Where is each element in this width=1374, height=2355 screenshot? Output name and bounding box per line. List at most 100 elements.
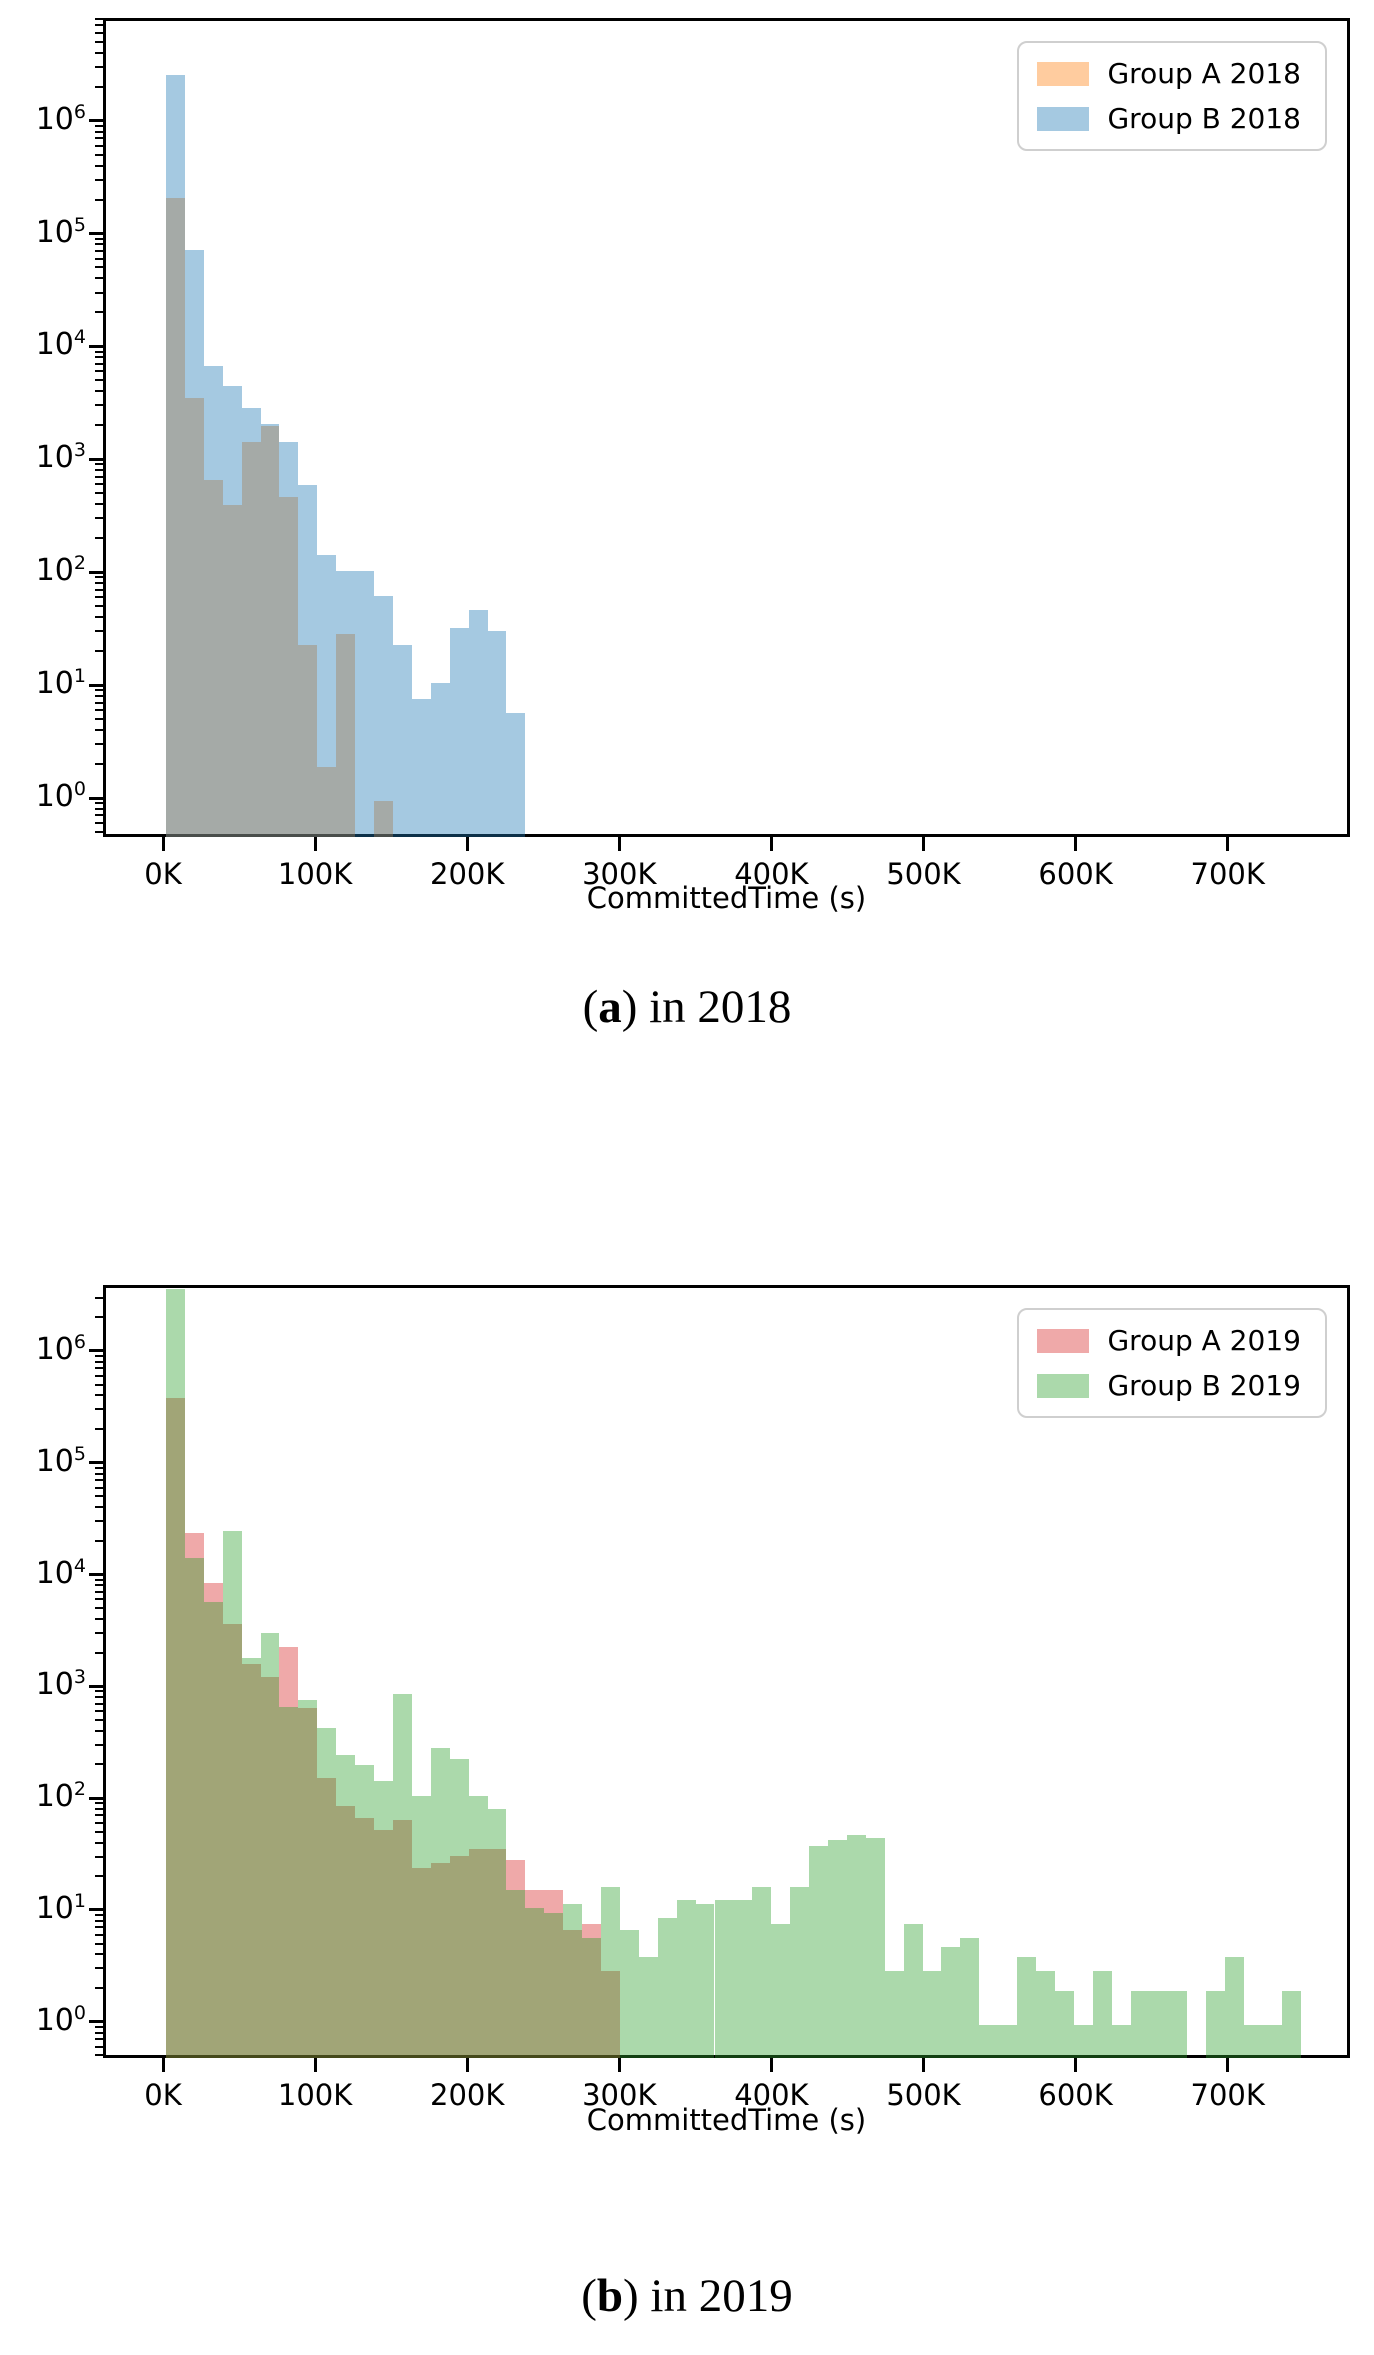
histogram-bar-group-a-2019 xyxy=(260,1676,280,2058)
y-axis-minor-tick xyxy=(95,503,103,506)
legend-label-group-a-2019: Group A 2019 xyxy=(1107,1324,1301,1357)
legend-item-group-b-2019: Group B 2019 xyxy=(1037,1369,1301,1402)
histogram-bar-group-b-2019 xyxy=(979,2024,999,2058)
histogram-bar-group-b-2019 xyxy=(1054,1991,1074,2058)
y-axis-minor-tick xyxy=(95,1807,103,1810)
histogram-bar-group-b-2018 xyxy=(468,610,488,837)
y-axis-major-tick xyxy=(89,1573,103,1576)
y-axis-minor-tick xyxy=(95,2038,103,2041)
y-axis-major-tick xyxy=(89,570,103,574)
y-axis-minor-tick xyxy=(95,483,103,486)
y-axis-minor-tick xyxy=(95,1486,103,1489)
histogram-bar-group-b-2019 xyxy=(960,1937,980,2058)
caption-2018: (a) in 2018 xyxy=(0,980,1374,1034)
histogram-bar-group-b-2018 xyxy=(430,683,450,837)
x-axis-tick-label: 300K xyxy=(582,2078,657,2112)
histogram-bar-group-b-2019 xyxy=(922,1971,942,2058)
y-axis-minor-tick xyxy=(95,1479,103,1482)
legend-swatch-group-a-2019 xyxy=(1037,1328,1090,1353)
histogram-bar-group-b-2018 xyxy=(241,408,261,837)
histogram-bar-group-a-2018 xyxy=(184,398,204,837)
histogram-bar-group-a-2018 xyxy=(336,634,356,837)
histogram-bar-group-b-2018 xyxy=(298,485,318,837)
x-axis-tick-label: 100K xyxy=(277,2078,353,2112)
histogram-bar-group-b-2018 xyxy=(260,423,280,837)
histogram-bar-group-b-2018 xyxy=(449,628,469,837)
y-axis-major-tick xyxy=(89,2020,103,2024)
histogram-bar-group-a-2019 xyxy=(449,1856,469,2058)
y-axis-minor-tick xyxy=(95,802,103,805)
legend-swatch-group-b-2018 xyxy=(1037,106,1090,131)
y-axis-minor-tick xyxy=(95,582,103,585)
y-axis-minor-tick xyxy=(95,404,103,407)
x-axis-tick-label: 400K xyxy=(734,857,809,891)
histogram-bar-group-b-2019 xyxy=(336,1754,356,2058)
y-axis-minor-tick xyxy=(95,1702,103,1705)
y-axis-minor-tick xyxy=(95,807,103,810)
x-axis-tick xyxy=(161,837,165,851)
y-axis-minor-tick xyxy=(95,701,103,704)
histogram-bar-group-a-2019 xyxy=(222,1624,242,2058)
histogram-bar-group-b-2019 xyxy=(827,1839,847,2058)
y-axis-minor-tick xyxy=(95,822,103,825)
y-axis-tick-label: 102 xyxy=(35,552,86,589)
y-axis-tick-label: 100 xyxy=(35,2001,86,2038)
y-axis-minor-tick xyxy=(95,2045,103,2048)
y-axis-minor-tick xyxy=(95,291,103,294)
y-axis-minor-tick xyxy=(95,588,103,591)
histogram-bar-group-b-2019 xyxy=(222,1531,242,2058)
histogram-bar-group-a-2019 xyxy=(506,1859,526,2058)
histogram-bar-group-b-2019 xyxy=(203,1602,223,2058)
caption-b-letter: b xyxy=(596,2270,624,2322)
y-axis-minor-tick xyxy=(95,1590,103,1593)
y-axis-minor-tick xyxy=(95,124,103,127)
y-axis-minor-tick xyxy=(95,17,103,20)
histogram-bar-group-b-2019 xyxy=(544,1912,564,2058)
y-axis-minor-tick xyxy=(95,390,103,393)
x-axis-tick-label: 100K xyxy=(277,857,353,891)
y-axis-minor-tick xyxy=(95,277,103,280)
y-axis-minor-tick xyxy=(95,24,103,27)
histogram-bar-group-b-2018 xyxy=(166,74,185,837)
x-axis-tick-label: 200K xyxy=(430,2078,505,2112)
x-axis-tick xyxy=(465,2058,469,2072)
y-axis-minor-tick xyxy=(95,51,103,54)
histogram-bar-group-b-2019 xyxy=(676,1900,696,2058)
y-axis-minor-tick xyxy=(95,517,103,520)
y-axis-minor-tick xyxy=(95,350,103,353)
y-axis-minor-tick xyxy=(95,814,103,817)
x-axis-tick xyxy=(313,837,317,851)
x-axis-tick xyxy=(617,837,621,851)
x-axis-tick-label: 0K xyxy=(144,857,182,891)
histogram-bar-group-b-2019 xyxy=(392,1694,412,2058)
x-axis-tick-label: 200K xyxy=(430,857,505,891)
y-axis-minor-tick xyxy=(95,237,103,240)
y-axis-major-tick xyxy=(89,1796,103,1800)
y-axis-minor-tick xyxy=(95,1914,103,1917)
histogram-bar-group-a-2018 xyxy=(317,767,337,837)
x-axis-tick-label: 500K xyxy=(886,857,961,891)
histogram-bar-group-a-2018 xyxy=(241,442,261,837)
y-axis-tick-label: 105 xyxy=(35,213,86,250)
y-axis-minor-tick xyxy=(95,1802,103,1805)
histogram-bar-group-a-2019 xyxy=(563,1930,583,2058)
y-axis-minor-tick xyxy=(95,130,103,133)
y-axis-minor-tick xyxy=(95,1374,103,1377)
legend-2018: Group A 2018 Group B 2018 xyxy=(1017,41,1327,151)
histogram-bar-group-b-2019 xyxy=(601,1887,620,2058)
y-axis-minor-tick xyxy=(95,257,103,260)
y-axis-minor-tick xyxy=(95,475,103,478)
y-axis-minor-tick xyxy=(95,379,103,382)
y-axis-minor-tick xyxy=(95,85,103,88)
y-axis-minor-tick xyxy=(95,1763,103,1766)
histogram-bar-group-b-2019 xyxy=(638,1957,658,2058)
caption-2019: (b) in 2019 xyxy=(0,2269,1374,2323)
y-axis-tick-label: 102 xyxy=(35,1778,86,1815)
x-axis-tick xyxy=(769,2058,773,2072)
x-axis-tick-label: 300K xyxy=(582,857,657,891)
histogram-bar-group-b-2019 xyxy=(317,1728,337,2058)
legend-item-group-a-2018: Group A 2018 xyxy=(1037,57,1301,90)
y-axis-minor-tick xyxy=(95,424,103,427)
plot-area-2018: Group A 2018 Group B 2018 xyxy=(103,18,1350,837)
y-axis-minor-tick xyxy=(95,1520,103,1523)
